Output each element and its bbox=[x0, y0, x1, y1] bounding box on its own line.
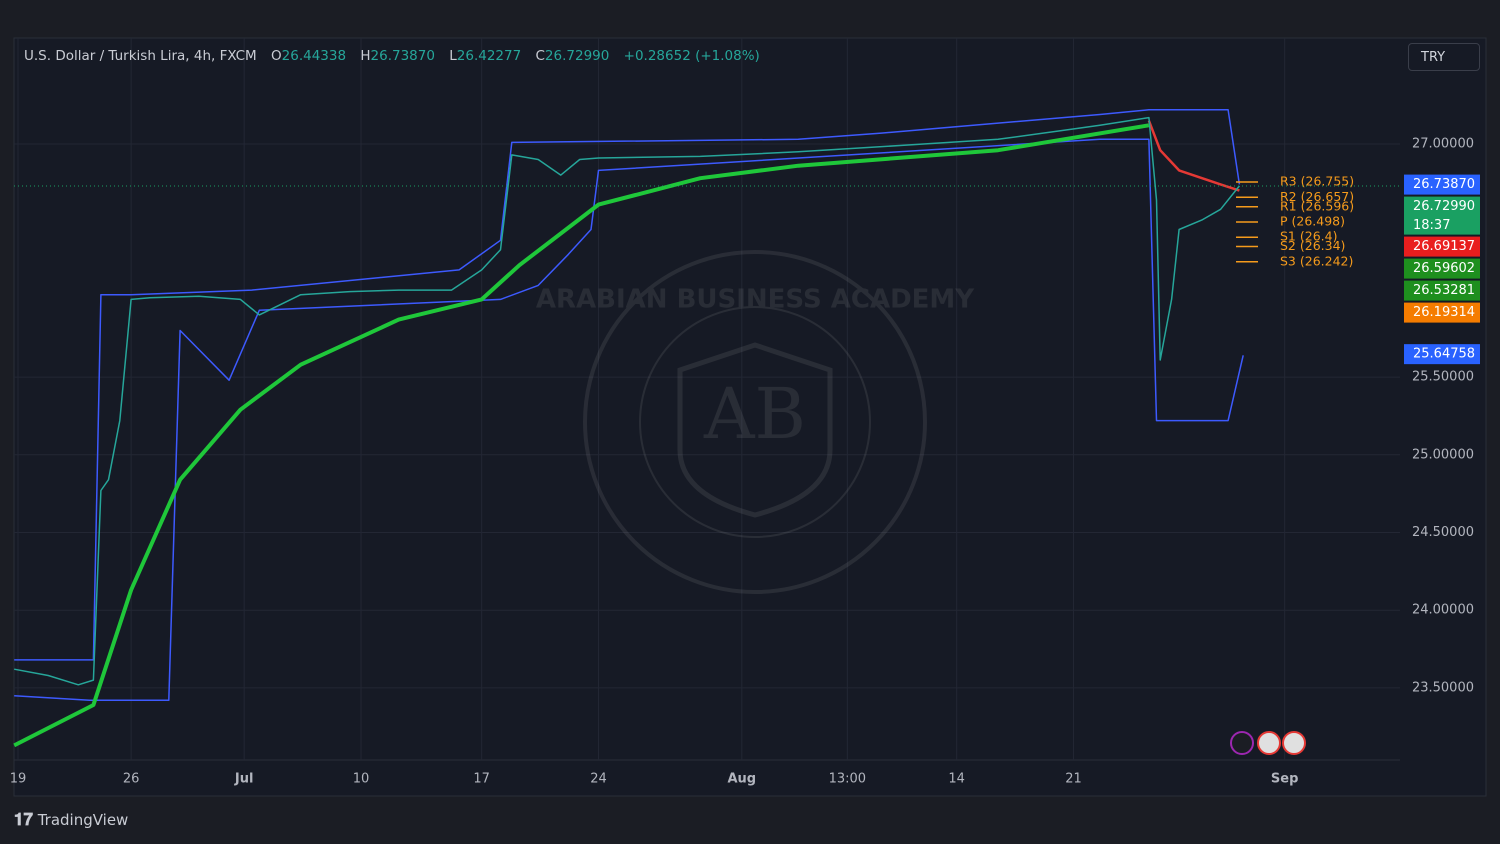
price-tag bbox=[1404, 344, 1480, 365]
ohlc-key: O bbox=[271, 48, 282, 64]
pivot-label: P (26.498) bbox=[1280, 213, 1345, 228]
brand-logo: 𝟏𝟕 bbox=[14, 810, 33, 830]
price-line bbox=[13, 123, 1150, 748]
y-tick-label: 24.50000 bbox=[1412, 525, 1474, 540]
y-tick-label: 27.00000 bbox=[1412, 136, 1474, 151]
price-line bbox=[14, 138, 1244, 702]
event-icon bbox=[1230, 731, 1254, 755]
watermark-ring bbox=[583, 250, 927, 594]
legend-header: U.S. Dollar / Turkish Lira, 4h, FXCM O26… bbox=[24, 48, 770, 64]
x-tick-label: 17 bbox=[473, 772, 490, 787]
x-tick-label: 24 bbox=[590, 772, 607, 787]
y-tick-label: 23.50000 bbox=[1412, 680, 1474, 695]
x-tick-label: Sep bbox=[1271, 772, 1299, 787]
event-icon bbox=[1282, 731, 1306, 755]
ohlc-value: 26.42277 bbox=[456, 48, 522, 64]
x-tick-label: Jul bbox=[234, 772, 254, 787]
x-tick-label: Aug bbox=[727, 772, 756, 787]
brand-name: TradingView bbox=[37, 811, 129, 829]
x-tick-label: 19 bbox=[10, 772, 27, 787]
grid bbox=[14, 38, 1400, 760]
price-tag bbox=[1404, 302, 1480, 323]
symbol: U.S. Dollar / Turkish Lira, 4h, FXCM bbox=[24, 48, 257, 64]
pivot-label: R3 (26.755) bbox=[1280, 174, 1354, 189]
price-line bbox=[14, 109, 1241, 661]
countdown: 18:37 bbox=[1413, 218, 1450, 233]
price-tag-label: 26.69137 bbox=[1413, 239, 1475, 254]
pivot-label: S2 (26.34) bbox=[1280, 238, 1345, 253]
ohlc-value: 26.72990 bbox=[544, 48, 610, 64]
pivot-label: R2 (26.657) bbox=[1280, 189, 1354, 204]
pivot-label: S1 (26.4) bbox=[1280, 229, 1337, 244]
ohlc-key: C bbox=[535, 48, 545, 64]
chart-panel bbox=[13, 37, 1487, 797]
price-tag bbox=[1404, 280, 1480, 301]
currency-button[interactable]: TRY bbox=[1408, 43, 1480, 71]
ohlc-value: 26.44338 bbox=[281, 48, 347, 64]
watermark-text: ARABIAN BUSINESS ACADEMY bbox=[536, 285, 975, 315]
event-icon bbox=[1257, 731, 1281, 755]
price-tag-label: 26.59602 bbox=[1413, 261, 1475, 276]
price-line bbox=[1147, 120, 1240, 192]
price-tag-label: 26.73870 bbox=[1413, 177, 1475, 192]
x-tick-label: 13:00 bbox=[829, 772, 866, 787]
price-tag-label: 26.72990 bbox=[1413, 199, 1475, 214]
watermark-monogram: AB bbox=[703, 373, 806, 455]
watermark-shield bbox=[677, 342, 833, 518]
x-tick-label: 10 bbox=[353, 772, 370, 787]
event-icons bbox=[1230, 731, 1306, 755]
watermark: AB ARABIAN BUSINESS ACADEMY bbox=[536, 250, 975, 594]
y-tick-label: 25.00000 bbox=[1412, 447, 1474, 462]
x-tick-label: 21 bbox=[1065, 772, 1082, 787]
y-tick-label: 25.50000 bbox=[1412, 370, 1474, 385]
price-tag bbox=[1404, 174, 1480, 195]
change: +0.28652 (+1.08%) bbox=[623, 48, 760, 64]
price-line bbox=[14, 116, 1240, 686]
x-tick-label: 14 bbox=[948, 772, 965, 787]
ohlc-value: 26.73870 bbox=[370, 48, 435, 64]
pivot-label: R1 (26.596) bbox=[1280, 198, 1354, 213]
brand: 𝟏𝟕 TradingView bbox=[14, 810, 128, 830]
price-tag-label: 26.53281 bbox=[1413, 283, 1475, 298]
price-tag bbox=[1404, 258, 1480, 279]
price-tag-label: 26.19314 bbox=[1413, 305, 1475, 320]
price-tag bbox=[1404, 236, 1480, 257]
x-tick-label: 26 bbox=[123, 772, 140, 787]
ohlc-key: H bbox=[360, 48, 371, 64]
price-tag bbox=[1404, 196, 1480, 235]
pivot-label: S3 (26.242) bbox=[1280, 253, 1353, 268]
y-tick-label: 24.00000 bbox=[1412, 603, 1474, 618]
price-tag-label: 25.64758 bbox=[1413, 347, 1475, 362]
ohlc-key: L bbox=[449, 48, 457, 64]
watermark-ring bbox=[639, 306, 871, 538]
